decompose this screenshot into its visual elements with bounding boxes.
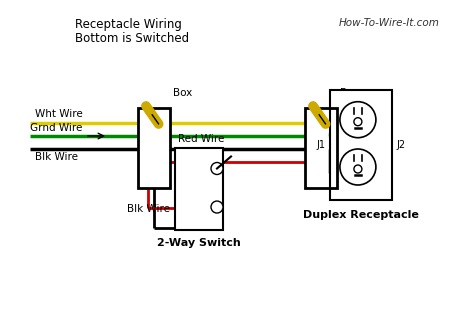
Bar <box>138 108 170 188</box>
Text: 2-Way Switch: 2-Way Switch <box>157 238 241 248</box>
Text: Blk Wire: Blk Wire <box>35 152 78 162</box>
Text: J2: J2 <box>396 140 405 150</box>
Text: J1: J1 <box>316 140 325 150</box>
Text: Red Wire: Red Wire <box>178 134 224 144</box>
Text: Blk Wire: Blk Wire <box>127 204 170 215</box>
Circle shape <box>211 201 223 213</box>
Text: How-To-Wire-It.com: How-To-Wire-It.com <box>339 18 440 28</box>
Bar <box>330 90 392 200</box>
Bar <box>305 108 337 188</box>
Circle shape <box>340 102 376 138</box>
Text: Receptacle Wiring: Receptacle Wiring <box>75 18 182 31</box>
Text: Wht Wire: Wht Wire <box>35 109 83 119</box>
Circle shape <box>340 149 376 185</box>
Bar <box>175 148 223 230</box>
Circle shape <box>211 162 223 174</box>
Text: Box: Box <box>173 88 192 98</box>
Text: Duplex Receptacle: Duplex Receptacle <box>303 210 419 220</box>
Text: Box: Box <box>340 88 359 98</box>
Text: Grnd Wire: Grnd Wire <box>30 123 82 133</box>
Text: Bottom is Switched: Bottom is Switched <box>75 32 189 45</box>
Circle shape <box>354 165 362 173</box>
Circle shape <box>354 118 362 126</box>
